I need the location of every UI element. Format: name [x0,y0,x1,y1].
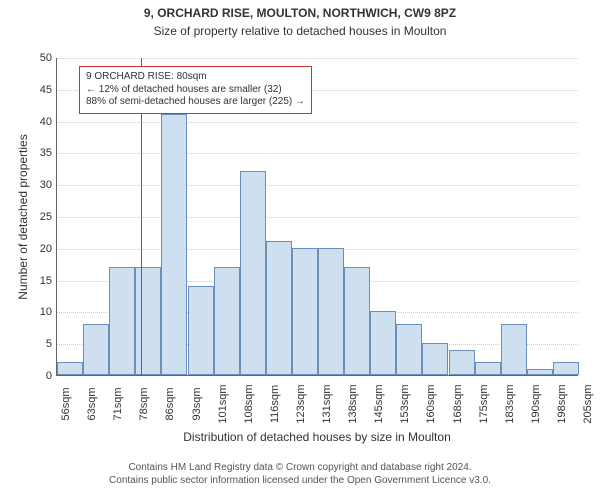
histogram-bar [188,286,214,375]
gridline [57,153,578,154]
histogram-bar [501,324,527,375]
annotation-line3: 88% of semi-detached houses are larger (… [86,96,305,109]
chart-subtitle: Size of property relative to detached ho… [0,24,600,38]
gridline [57,122,578,123]
histogram-bar [449,350,475,375]
histogram-bar [83,324,109,375]
histogram-bar [135,267,161,375]
histogram-bar [422,343,448,375]
histogram-bar [475,362,501,375]
plot-area: 9 ORCHARD RISE: 80sqm← 12% of detached h… [56,58,578,376]
histogram-bar [553,362,579,375]
x-tick-label: 183sqm [504,382,516,426]
x-tick-label: 131sqm [321,382,333,426]
chart-container: { "title": { "line1": "9, ORCHARD RISE, … [0,0,600,500]
histogram-bar [344,267,370,375]
y-tick-label: 40 [28,116,52,128]
x-tick-label: 205sqm [582,382,594,426]
x-tick-label: 78sqm [138,382,150,426]
gridline [57,185,578,186]
annotation-box: 9 ORCHARD RISE: 80sqm← 12% of detached h… [79,66,312,114]
histogram-bar [266,241,292,375]
x-tick-label: 86sqm [164,382,176,426]
annotation-line1: 9 ORCHARD RISE: 80sqm [86,71,305,84]
annotation-line2: ← 12% of detached houses are smaller (32… [86,84,305,97]
x-tick-label: 198sqm [556,382,568,426]
x-tick-label: 160sqm [425,382,437,426]
gridline [57,58,578,59]
histogram-bar [161,114,187,375]
y-tick-label: 45 [28,84,52,96]
histogram-bar [318,248,344,375]
y-tick-label: 35 [28,147,52,159]
x-tick-label: 175sqm [478,382,490,426]
x-tick-label: 168sqm [452,382,464,426]
x-tick-label: 153sqm [399,382,411,426]
chart-title: 9, ORCHARD RISE, MOULTON, NORTHWICH, CW9… [0,6,600,20]
histogram-bar [240,171,266,375]
x-tick-label: 101sqm [217,382,229,426]
x-axis-label: Distribution of detached houses by size … [56,430,578,444]
y-tick-label: 15 [28,275,52,287]
histogram-bar [396,324,422,375]
y-tick-label: 50 [28,52,52,64]
histogram-bar [109,267,135,375]
gridline [57,217,578,218]
histogram-bar [292,248,318,375]
y-tick-label: 0 [28,370,52,382]
x-tick-label: 138sqm [347,382,359,426]
x-tick-label: 93sqm [191,382,203,426]
y-tick-label: 5 [28,338,52,350]
x-tick-label: 71sqm [112,382,124,426]
footnote-line2: Contains public sector information licen… [0,475,600,486]
x-tick-label: 116sqm [269,382,281,426]
histogram-bar [527,369,553,375]
x-tick-label: 145sqm [373,382,385,426]
x-tick-label: 123sqm [295,382,307,426]
x-tick-label: 63sqm [86,382,98,426]
footnote-line1: Contains HM Land Registry data © Crown c… [0,462,600,473]
histogram-bar [370,311,396,375]
histogram-bar [57,362,83,375]
histogram-bar [214,267,240,375]
y-tick-label: 30 [28,179,52,191]
x-tick-label: 108sqm [243,382,255,426]
y-tick-label: 25 [28,211,52,223]
x-tick-label: 190sqm [530,382,542,426]
y-tick-label: 10 [28,306,52,318]
x-tick-label: 56sqm [60,382,72,426]
y-tick-label: 20 [28,243,52,255]
